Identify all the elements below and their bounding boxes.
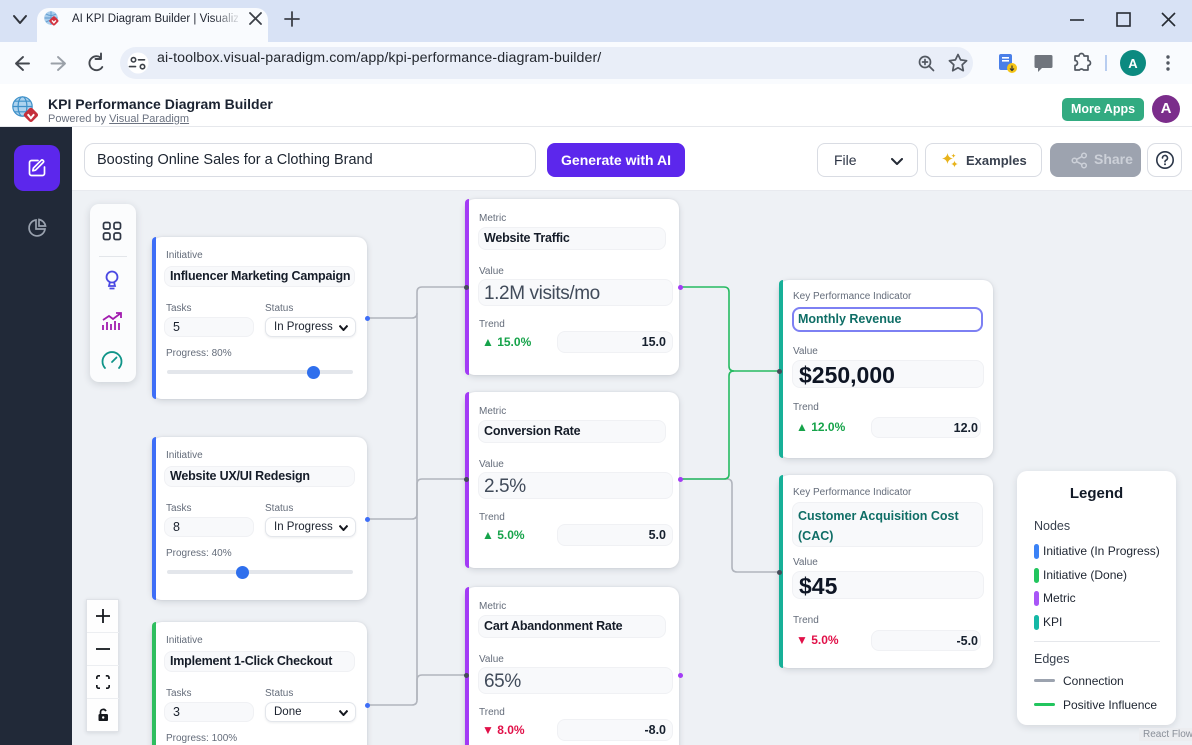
svg-text:A: A [1128,56,1138,71]
